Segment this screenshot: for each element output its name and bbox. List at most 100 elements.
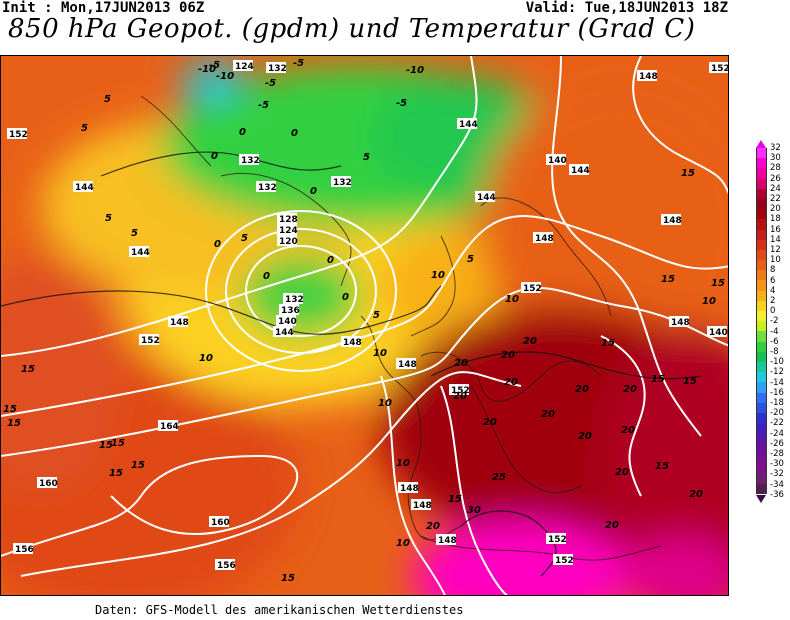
temp-label: 15 [99, 440, 113, 451]
legend-arrow-up [756, 140, 766, 148]
svg-text:140: 140 [709, 328, 728, 338]
geopot-label: 132 [256, 181, 277, 193]
svg-text:148: 148 [639, 72, 658, 82]
legend-label: 28 [770, 163, 781, 174]
temp-label: 15 [21, 364, 35, 375]
weather-map[interactable]: 132 124 152 144 144 148 152 132 132 128 … [0, 55, 729, 596]
temp-label: -5 [293, 58, 304, 69]
temp-label: 5 [81, 123, 88, 134]
legend-color-cell [756, 300, 767, 311]
temp-label: 15 [281, 573, 295, 584]
geopot-label: 164 [158, 420, 179, 432]
svg-text:144: 144 [275, 328, 294, 338]
warm-east [481, 76, 728, 376]
legend-label: 4 [770, 285, 776, 296]
temp-label: 20 [575, 384, 589, 395]
legend-label: 2 [770, 296, 776, 306]
temp-label: 20 [453, 391, 467, 402]
legend-label: -12 [770, 367, 784, 378]
temp-label: 20 [578, 431, 592, 442]
legend-color-cell [756, 433, 767, 444]
geopot-label: 148 [661, 214, 682, 226]
legend-label: 22 [770, 194, 781, 204]
temp-label: 5 [373, 310, 380, 321]
legend-label: 14 [770, 234, 781, 245]
temp-label: -10 [216, 71, 234, 82]
geopot-label: 144 [273, 326, 294, 338]
legend-label: -4 [770, 326, 779, 337]
legend-label: -24 [770, 428, 784, 439]
legend-color-cell [756, 443, 767, 454]
temp-label: 10 [373, 348, 387, 359]
temp-label: 20 [501, 350, 515, 361]
legend-color-cell [756, 239, 767, 250]
svg-text:140: 140 [278, 317, 297, 327]
temp-label: 10 [702, 296, 716, 307]
svg-text:132: 132 [241, 156, 260, 166]
legend-label: -22 [770, 418, 784, 429]
temp-label: 20 [454, 358, 468, 369]
svg-text:156: 156 [217, 561, 236, 571]
legend-color-cell [756, 280, 767, 291]
temp-label: -5 [265, 78, 276, 89]
hot-east [601, 326, 728, 595]
svg-text:148: 148 [413, 501, 432, 511]
temp-label: 10 [378, 398, 392, 409]
legend-arrow-down [756, 494, 766, 503]
legend-label: 30 [770, 153, 781, 164]
legend-color-cell [756, 168, 767, 179]
legend-label: 18 [770, 214, 781, 225]
geopot-label: 140 [707, 326, 728, 338]
geopotential-isolines [1, 56, 728, 595]
legend-label: -14 [770, 377, 784, 388]
legend-color-cell [756, 382, 767, 393]
temp-label: 30 [467, 505, 481, 516]
legend-color-cell [756, 188, 767, 199]
svg-text:140: 140 [548, 156, 567, 166]
temp-label: 15 [683, 376, 697, 387]
temp-label: 0 [214, 239, 221, 250]
legend-color-cell [756, 311, 767, 322]
temp-label: 15 [711, 278, 725, 289]
temp-label: 10 [505, 294, 519, 305]
legend-color-cell [756, 260, 767, 271]
svg-text:132: 132 [258, 183, 277, 193]
legend-label: -2 [770, 316, 779, 327]
svg-text:148: 148 [170, 318, 189, 328]
temp-label: -10 [198, 64, 216, 75]
svg-text:124: 124 [235, 62, 254, 72]
svg-text:152: 152 [711, 64, 729, 74]
legend-label: -36 [770, 489, 784, 500]
temp-label: 5 [467, 254, 474, 265]
geopot-label: 148 [533, 232, 554, 244]
warm-west-2 [1, 256, 121, 496]
temp-label: 0 [291, 128, 298, 139]
legend-label: -6 [770, 336, 779, 347]
temp-label: 0 [263, 271, 270, 282]
svg-text:148: 148 [400, 484, 419, 494]
legend-color-cell [756, 423, 767, 434]
temp-label: 20 [541, 409, 555, 420]
hot-sahara-2 [621, 536, 728, 595]
svg-text:152: 152 [523, 284, 542, 294]
geopot-label: 144 [475, 191, 496, 203]
geopot-label: 148 [436, 534, 457, 546]
legend-color-cell [756, 392, 767, 403]
svg-text:160: 160 [211, 518, 230, 528]
legend-label: -30 [770, 459, 784, 470]
temperature-isolines [1, 151, 702, 577]
legend-label: -28 [770, 449, 784, 459]
legend-label: 6 [770, 275, 776, 286]
temp-label: 15 [661, 274, 675, 285]
hot-sahara [411, 521, 631, 595]
svg-text:152: 152 [141, 336, 160, 346]
temp-label: 10 [396, 538, 410, 549]
geopot-label: 128 [277, 213, 298, 225]
legend-color-cell [756, 219, 767, 230]
temp-label: -5 [396, 98, 407, 109]
temp-label: 20 [523, 336, 537, 347]
temp-label: 20 [483, 417, 497, 428]
color-legend: 32 30 28 26 24 22 20 18 16 14 12 10 8 6 4 2 0 -2 -4 -6 -8 -10… [750, 140, 790, 510]
legend-color-cell [756, 198, 767, 210]
valid-time: Valid: Tue,18JUN2013 18Z [525, 0, 728, 16]
